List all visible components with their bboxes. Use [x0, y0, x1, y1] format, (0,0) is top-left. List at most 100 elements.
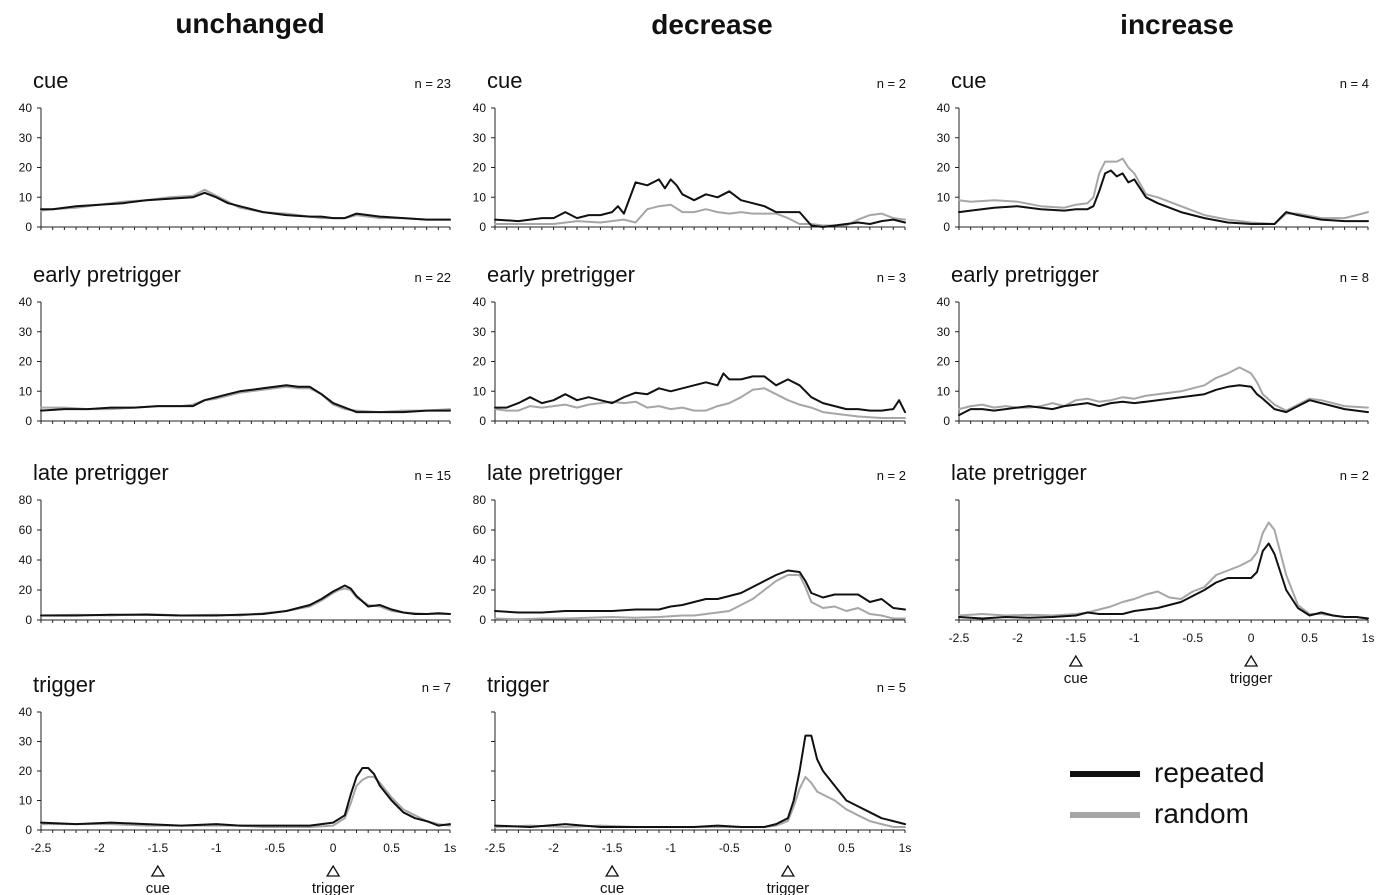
- n-label: n = 5: [877, 680, 906, 695]
- n-label: n = 2: [877, 76, 906, 91]
- legend: repeated random: [1070, 757, 1265, 829]
- n-label: n = 15: [414, 468, 451, 483]
- y-tick-label: 40: [19, 101, 33, 115]
- series-line-random: [494, 574, 906, 621]
- n-label: n = 4: [1340, 76, 1369, 91]
- series-line-random: [494, 387, 906, 419]
- y-tick-label: 0: [25, 220, 32, 234]
- y-tick-label: 0: [25, 823, 32, 837]
- event-label: cue: [146, 880, 170, 895]
- y-tick-label: 30: [937, 325, 951, 339]
- x-tick-label: -1: [211, 841, 222, 855]
- series-line-repeated: [494, 569, 906, 614]
- y-tick-label: 10: [19, 794, 33, 808]
- x-tick-label: -2: [548, 841, 559, 855]
- event-marker-trigger: [1243, 654, 1259, 667]
- y-tick-label: 20: [19, 764, 33, 778]
- y-tick-label: 30: [19, 131, 33, 145]
- panel-increase-cue: cue n = 4 0 10 20 30 40: [937, 68, 1369, 234]
- panel-unchanged-cue: cue n = 23 0 10 20 30 40: [19, 68, 451, 234]
- x-tick-label: -1: [665, 841, 676, 855]
- y-tick-label: 20: [473, 161, 487, 175]
- y-tick-label: 30: [19, 735, 33, 749]
- y-tick-label: 10: [473, 384, 487, 398]
- event-label: trigger: [1230, 670, 1273, 687]
- y-tick-label: 10: [937, 384, 951, 398]
- x-tick-label: 1s: [444, 841, 457, 855]
- event-marker-trigger: [325, 864, 341, 877]
- n-label: n = 2: [1340, 468, 1369, 483]
- event-marker-cue: [1068, 654, 1084, 667]
- series-line-repeated: [494, 734, 906, 828]
- event-label: trigger: [767, 880, 810, 895]
- x-tick-label: 0.5: [383, 841, 400, 855]
- y-tick-label: 20: [19, 161, 33, 175]
- series-line-random: [958, 366, 1369, 412]
- series-line-repeated: [40, 767, 451, 827]
- event-marker-cue: [150, 864, 166, 877]
- x-tick-label: -1.5: [148, 841, 169, 855]
- y-tick-label: 80: [473, 493, 487, 507]
- y-tick-label: 40: [473, 553, 487, 567]
- panel-title: late pretrigger: [33, 460, 169, 485]
- panel-increase-early: early pretrigger n = 8 0 10 20 30 40: [937, 262, 1369, 428]
- panel-decrease-cue: cue n = 2 0 10 20 30 40: [473, 68, 906, 234]
- x-tick-label: 0: [1248, 631, 1255, 645]
- y-tick-label: 40: [19, 553, 33, 567]
- event-label: cue: [600, 880, 624, 895]
- series-line-repeated: [494, 372, 906, 414]
- y-tick-label: 0: [943, 414, 950, 428]
- panel-title: cue: [951, 68, 986, 93]
- y-tick-label: 30: [937, 131, 951, 145]
- series-line-repeated: [494, 178, 906, 228]
- x-tick-label: -0.5: [264, 841, 285, 855]
- y-tick-label: 0: [479, 613, 486, 627]
- y-tick-label: 0: [25, 613, 32, 627]
- n-label: n = 22: [414, 270, 451, 285]
- series-line-repeated: [40, 191, 451, 221]
- y-tick-label: 10: [473, 190, 487, 204]
- x-tick-label: -2: [94, 841, 105, 855]
- y-tick-label: 60: [473, 523, 487, 537]
- x-tick-label: -1.5: [1066, 631, 1087, 645]
- y-tick-label: 20: [473, 355, 487, 369]
- series-line-repeated: [40, 584, 451, 617]
- x-tick-label: -1.5: [602, 841, 623, 855]
- panel-title: late pretrigger: [951, 460, 1087, 485]
- event-label: trigger: [312, 880, 355, 895]
- column-title-increase: increase: [1120, 9, 1234, 40]
- column-title-decrease: decrease: [651, 9, 772, 40]
- n-label: n = 7: [422, 680, 451, 695]
- panel-title: trigger: [33, 672, 95, 697]
- panel-decrease-trigger: trigger n = 5 -2.5 -2 -1.5 -1 -0.5 0 0.5 1s cue tri…: [485, 672, 912, 895]
- x-tick-label: -2.5: [485, 841, 506, 855]
- y-tick-label: 20: [937, 355, 951, 369]
- y-tick-label: 80: [19, 493, 33, 507]
- y-tick-label: 30: [473, 325, 487, 339]
- y-tick-label: 40: [937, 295, 951, 309]
- series-line-random: [494, 203, 906, 227]
- x-tick-label: 0: [330, 841, 337, 855]
- x-tick-label: -2: [1012, 631, 1023, 645]
- panel-title: late pretrigger: [487, 460, 623, 485]
- panel-unchanged-late: late pretrigger n = 15 0 20 40 60 80: [19, 460, 451, 627]
- series-line-repeated: [958, 542, 1369, 620]
- series-line-repeated: [958, 384, 1369, 417]
- y-tick-label: 30: [473, 131, 487, 145]
- panel-decrease-late: late pretrigger n = 2 0 20 40 60 80: [473, 460, 906, 627]
- panel-increase-late: late pretrigger n = 2 -2.5 -2 -1.5 -1 -0.5 0 0.5…: [949, 460, 1375, 687]
- y-tick-label: 0: [25, 414, 32, 428]
- panel-title: early pretrigger: [33, 262, 181, 287]
- panel-unchanged-early: early pretrigger n = 22 0 10 20 30 40: [19, 262, 451, 428]
- series-line-random: [958, 157, 1369, 225]
- x-tick-label: 0.5: [1301, 631, 1318, 645]
- y-tick-label: 40: [19, 705, 33, 719]
- y-tick-label: 0: [479, 220, 486, 234]
- n-label: n = 3: [877, 270, 906, 285]
- column-title-unchanged: unchanged: [175, 8, 324, 39]
- x-tick-label: 0.5: [838, 841, 855, 855]
- panel-title: early pretrigger: [487, 262, 635, 287]
- panel-title: cue: [33, 68, 68, 93]
- legend-label-repeated: repeated: [1154, 757, 1265, 788]
